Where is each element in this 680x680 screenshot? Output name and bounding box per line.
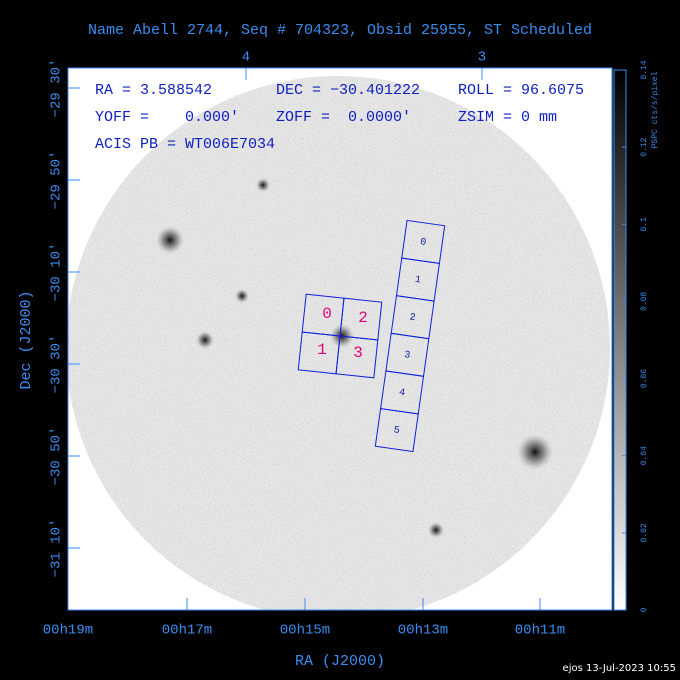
- x-tick-label: 00h11m: [515, 623, 565, 639]
- title: Name Abell 2744, Seq # 704323, Obsid 259…: [88, 22, 592, 39]
- y-tick-label: −29 50′: [49, 151, 65, 210]
- y-tick-label: −30 10′: [49, 243, 65, 302]
- acis-i-label: 1: [317, 341, 327, 359]
- source: [196, 331, 214, 349]
- colorbar-tick-label: 0.08: [640, 292, 649, 311]
- footer: ejos 13-Jul-2023 10:55: [563, 663, 676, 674]
- acis-s-label: 4: [398, 388, 405, 400]
- top-tick-label: 3: [478, 50, 486, 66]
- source: [517, 434, 553, 470]
- header-pb: ACIS PB = WT006E7034: [95, 136, 275, 153]
- acis-s-chip: [374, 408, 419, 453]
- noise: [68, 76, 610, 610]
- x-axis-label: RA (J2000): [295, 653, 385, 670]
- top-tick-label: 4: [242, 50, 250, 66]
- x-tick-label: 00h17m: [162, 623, 212, 639]
- y-tick-label: −30 30′: [49, 335, 65, 394]
- acis-s-label: 2: [409, 312, 416, 324]
- x-tick-label: 00h15m: [280, 623, 330, 639]
- header-ra: RA = 3.588542: [95, 82, 212, 99]
- source: [156, 226, 184, 254]
- colorbar-tick-label: 0.1: [640, 217, 649, 232]
- acis-s-label: 1: [414, 275, 421, 287]
- acis-i: [297, 293, 383, 379]
- x-tick-label: 00h19m: [43, 623, 93, 639]
- colorbar-label: PSPC cts/s/pixel: [651, 71, 660, 148]
- colorbar-tick-label: 0.06: [640, 369, 649, 388]
- colorbar-tick-label: 0.04: [640, 446, 649, 465]
- y-tick-label: −29 30′: [49, 59, 65, 118]
- header-zsim: ZSIM = 0 mm: [458, 109, 557, 126]
- sky-image: [68, 76, 610, 610]
- acis-i-label: 2: [358, 309, 368, 327]
- y-tick-label: −30 50′: [49, 427, 65, 486]
- acis-s-label: 5: [393, 425, 400, 437]
- y-tick-label: −31 10′: [49, 519, 65, 578]
- header-dec: DEC = −30.401222: [276, 82, 420, 99]
- acis-i-label: 3: [353, 344, 363, 362]
- y-axis-label: Dec (J2000): [18, 290, 35, 389]
- source: [428, 522, 444, 538]
- acis-s-label: 3: [403, 350, 410, 362]
- acis-s: 0 1 2 3 4 5: [374, 219, 446, 453]
- frame: [67, 67, 613, 611]
- header-roll: ROLL = 96.6075: [458, 82, 584, 99]
- colorbar-tick-label: 0.02: [640, 523, 649, 542]
- header-zoff: ZOFF = 0.0000′: [276, 109, 411, 126]
- source: [235, 289, 249, 303]
- x-tick-label: 00h13m: [398, 623, 448, 639]
- colorbar: [613, 69, 627, 611]
- colorbar-tick-label: 0.14: [640, 60, 649, 79]
- colorbar-tick-label: 0.12: [640, 137, 649, 156]
- colorbar-tick-label: 0: [640, 607, 649, 612]
- acis-i-label: 0: [322, 305, 332, 323]
- header-yoff: YOFF = 0.000′: [95, 109, 239, 126]
- source: [256, 178, 270, 192]
- acis-s-label: 0: [419, 237, 426, 249]
